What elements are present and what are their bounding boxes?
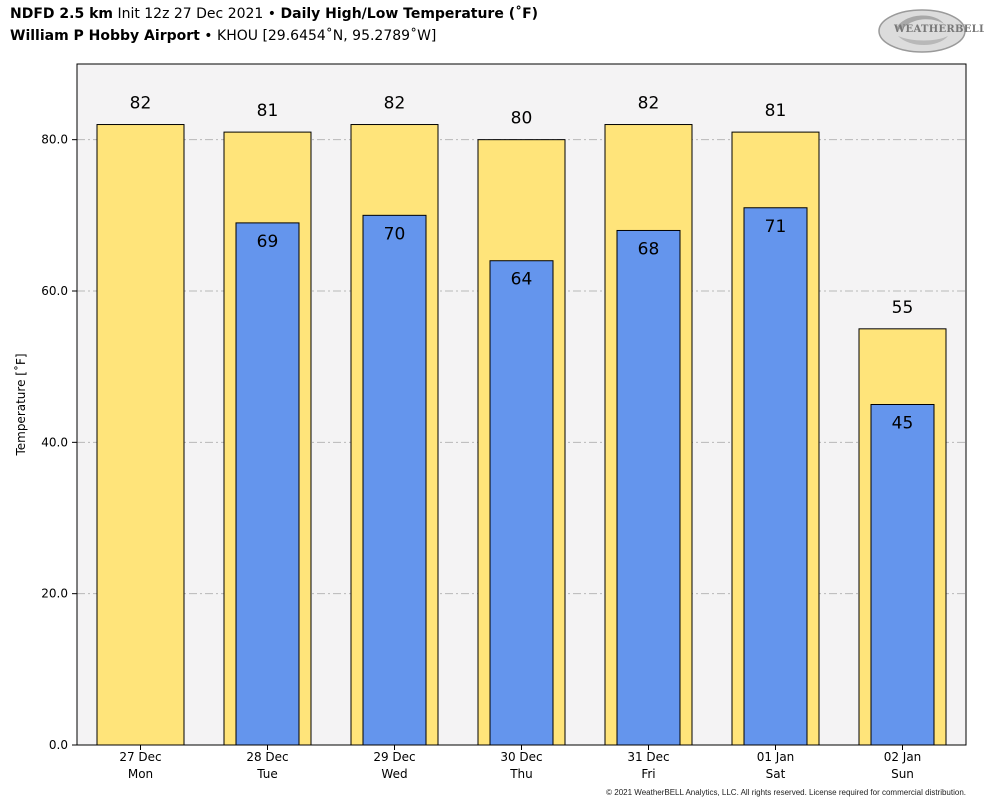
x-tick-label-day: Fri [641, 767, 655, 781]
x-tick-label-day: Wed [381, 767, 407, 781]
station-info: KHOU [29.6454˚N, 95.2789˚W] [217, 28, 437, 44]
x-tick-label-day: Mon [128, 767, 153, 781]
weatherbell-logo-icon [878, 9, 966, 53]
x-tick-label-date: 29 Dec [373, 750, 415, 764]
low-temp-label: 71 [765, 217, 787, 237]
low-temp-bar [362, 214, 427, 746]
low-temp-label: 70 [384, 224, 406, 244]
y-axis-label: Temperature [˚F] [13, 353, 28, 456]
low-temp-label: 68 [638, 239, 660, 259]
high-temp-label: 82 [384, 94, 406, 114]
low-temp-label: 69 [257, 232, 279, 252]
y-tick-label: 20.0 [41, 587, 68, 601]
low-temp-label: 64 [511, 270, 533, 290]
high-temp-label: 82 [638, 94, 660, 114]
x-tick-label-date: 31 Dec [627, 750, 669, 764]
init-time: Init 12z 27 Dec 2021 [117, 6, 264, 22]
high-temp-bar [96, 124, 185, 746]
x-tick-label-date: 27 Dec [119, 750, 161, 764]
high-temp-label: 81 [765, 101, 787, 121]
logo-text: WEATHERBELL [894, 24, 984, 35]
y-tick-label: 60.0 [41, 284, 68, 298]
model-name: NDFD 2.5 km [10, 6, 113, 22]
x-tick-label-date: 28 Dec [246, 750, 288, 764]
low-temp-bar [616, 229, 681, 746]
x-tick-label-date: 02 Jan [884, 750, 922, 764]
x-tick-label-day: Thu [509, 767, 533, 781]
station-line: William P Hobby Airport • KHOU [29.6454˚… [10, 28, 436, 44]
high-temp-label: 80 [511, 109, 533, 129]
y-tick-label: 80.0 [41, 133, 68, 147]
low-temp-bar [235, 222, 300, 746]
station-name: William P Hobby Airport [10, 28, 200, 44]
plot-frame [76, 63, 967, 746]
low-temp-label: 45 [892, 414, 914, 434]
bullet-separator-2: • [204, 28, 213, 44]
y-tick-label: 40.0 [41, 435, 68, 449]
low-temp-bar [743, 207, 808, 746]
high-temp-label: 82 [130, 94, 152, 114]
copyright-notice: © 2021 WeatherBELL Analytics, LLC. All r… [606, 788, 966, 797]
chart-title: Daily High/Low Temperature (˚F) [280, 6, 539, 22]
bullet-separator: • [267, 6, 277, 22]
low-temp-bar [870, 404, 935, 746]
y-tick-label: 0.0 [49, 738, 68, 752]
low-temp-bar [489, 260, 554, 746]
chart-title-line: NDFD 2.5 km Init 12z 27 Dec 2021 • Daily… [10, 6, 538, 22]
x-tick-label-day: Sat [766, 767, 786, 781]
x-tick-label-day: Sun [891, 767, 914, 781]
high-temp-label: 81 [257, 101, 279, 121]
x-tick-label-day: Tue [256, 767, 278, 781]
x-tick-label-date: 30 Dec [500, 750, 542, 764]
x-tick-label-date: 01 Jan [757, 750, 795, 764]
high-temp-label: 55 [892, 298, 914, 318]
